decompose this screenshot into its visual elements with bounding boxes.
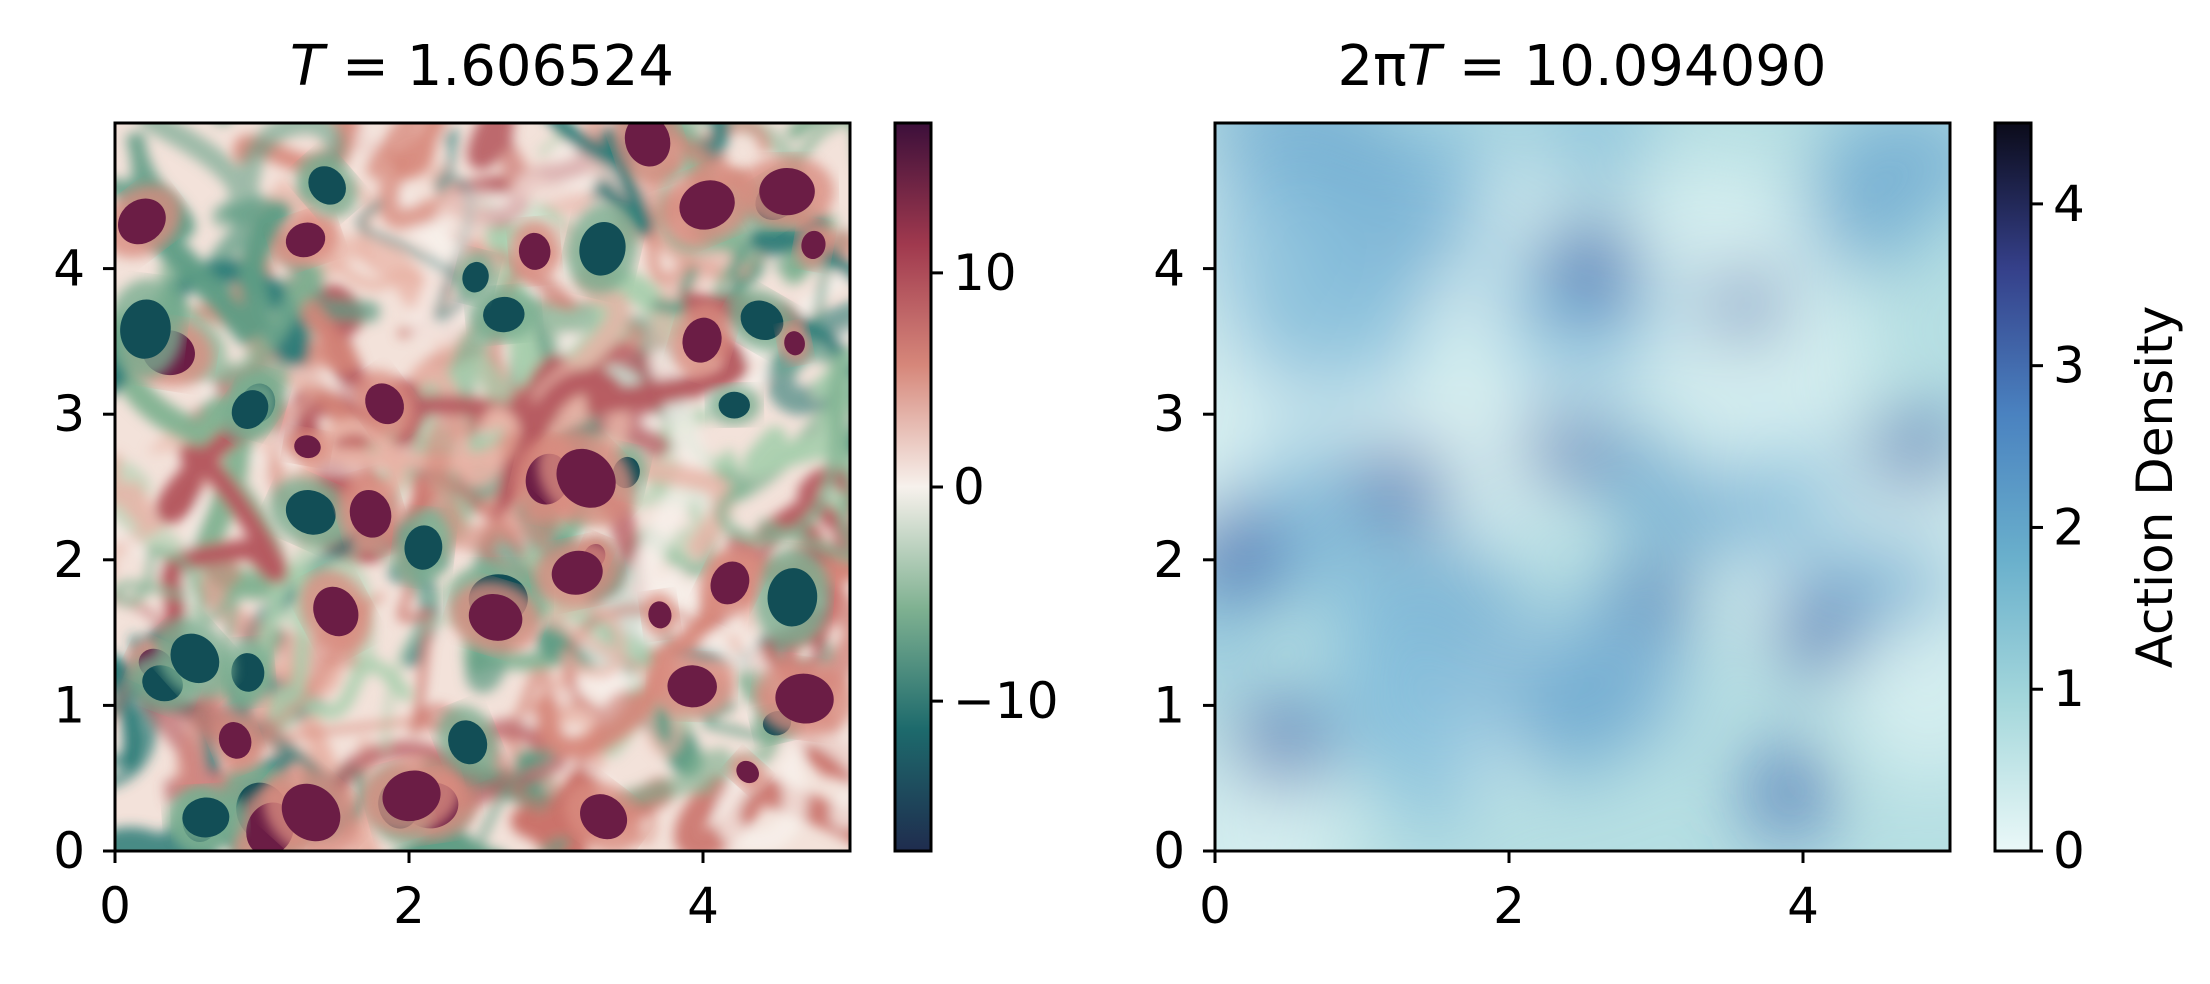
colorbar-tick-label: 3 (2053, 337, 2085, 395)
action-density-title-prefix: 2π (1338, 34, 1407, 99)
x-tick-label: 0 (1199, 877, 1231, 935)
action-density-axes-frame (1213, 121, 1952, 853)
y-tick-label: 0 (53, 822, 85, 880)
y-tick-label: 1 (1153, 676, 1185, 734)
colorbar-tick-label: 10 (953, 244, 1017, 302)
y-tick-label: 2 (1153, 531, 1185, 589)
action-density-panel: 2πT = 10.094090 0 2 4 0 1 2 3 4 0 1 2 3 4 Action De… (1153, 34, 2184, 935)
colorbar-tick-label: −10 (953, 672, 1059, 730)
y-tick-label: 0 (1153, 822, 1185, 880)
action-density-title: 2πT = 10.094090 (1338, 34, 1827, 99)
x-tick-label: 4 (1787, 877, 1819, 935)
x-tick-label: 2 (1493, 877, 1525, 935)
vorticity-title: T = 1.606524 (290, 34, 674, 99)
colorbar-tick-label: 0 (2053, 822, 2085, 880)
vorticity-panel: T = 1.606524 0 2 4 0 1 2 3 4 −10 0 10 (53, 34, 1059, 935)
vorticity-title-var: T (290, 34, 328, 99)
y-tick-label: 4 (1153, 240, 1185, 298)
action-density-colorbar-ticks: 0 1 2 3 4 (2031, 175, 2085, 880)
vorticity-ticks: 0 2 4 0 1 2 3 4 (53, 240, 719, 935)
action-density-title-var: T (1407, 34, 1445, 99)
vorticity-field (115, 123, 850, 851)
action-density-ticks: 0 2 4 0 1 2 3 4 (1153, 240, 1819, 935)
y-tick-label: 2 (53, 531, 85, 589)
y-tick-label: 4 (53, 240, 85, 298)
vorticity-axes-frame (113, 121, 852, 853)
colorbar-tick-label: 0 (953, 458, 985, 516)
colorbar-tick-label: 1 (2053, 660, 2085, 718)
x-tick-label: 0 (99, 877, 131, 935)
action-density-title-rest: = 10.094090 (1441, 34, 1826, 99)
vorticity-colorbar (893, 121, 933, 853)
action-density-colorbar (1993, 121, 2033, 853)
vorticity-vortices (115, 123, 850, 851)
colorbar-label: Action Density (2126, 306, 2184, 669)
action-density-field (1215, 123, 1950, 851)
x-tick-label: 4 (687, 877, 719, 935)
vorticity-title-rest: = 1.606524 (324, 34, 674, 99)
y-tick-label: 3 (1153, 385, 1185, 443)
colorbar-tick-label: 2 (2053, 498, 2085, 556)
y-tick-label: 1 (53, 676, 85, 734)
vorticity-colorbar-ticks: −10 0 10 (931, 244, 1059, 730)
action-density-blobs (1215, 123, 1950, 851)
x-tick-label: 2 (393, 877, 425, 935)
colorbar-tick-label: 4 (2053, 175, 2085, 233)
y-tick-label: 3 (53, 385, 85, 443)
